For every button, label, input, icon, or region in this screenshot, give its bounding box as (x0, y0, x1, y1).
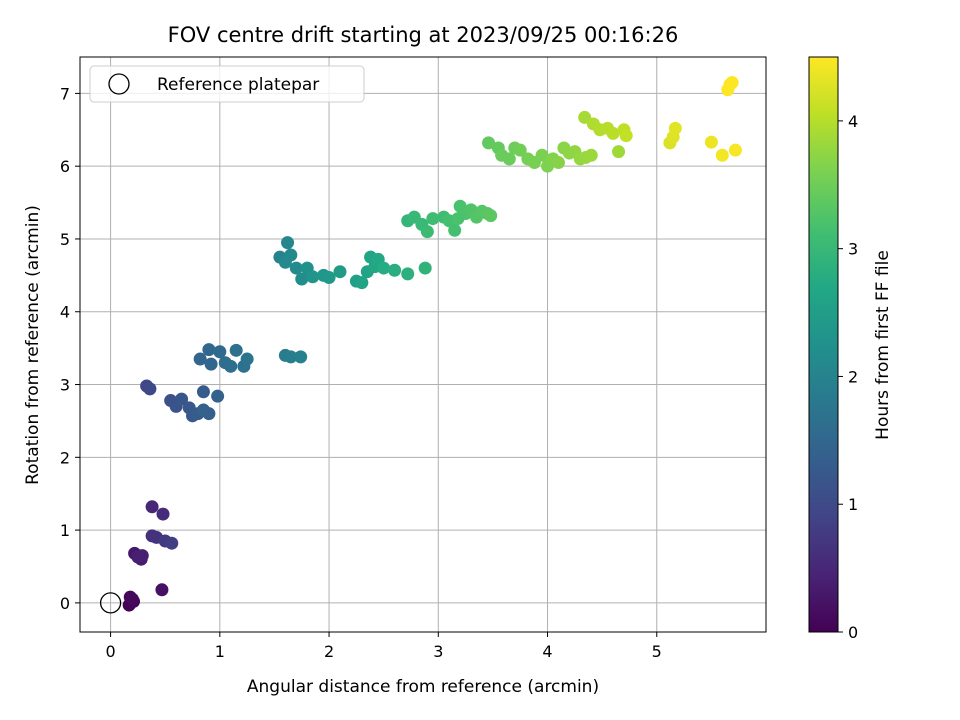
data-point (426, 212, 440, 226)
data-point (289, 261, 303, 275)
data-point (535, 148, 549, 162)
data-point (725, 75, 739, 89)
y-tick-label: 7 (60, 84, 70, 103)
data-point (355, 276, 369, 290)
data-point (125, 592, 139, 606)
data-point (193, 352, 207, 366)
chart-title: FOV centre drift starting at 2023/09/25 … (168, 23, 679, 47)
data-point (551, 156, 565, 170)
colorbar: 0 1 2 3 4 Hours from first FF file (808, 56, 893, 642)
data-point (131, 550, 145, 564)
y-axis-ticks: 0 1 2 3 4 5 6 7 (60, 84, 80, 613)
y-tick-label: 0 (60, 594, 70, 613)
legend-box (89, 65, 365, 103)
data-point (278, 255, 292, 269)
data-point (728, 143, 742, 157)
data-point (204, 357, 218, 371)
y-axis-label: Rotation from reference (arcmin) (23, 205, 43, 485)
colorbar-tick-label: 1 (848, 495, 858, 514)
data-point (196, 403, 210, 417)
data-point (229, 343, 243, 357)
colorbar-ticks: 0 1 2 3 4 (838, 112, 858, 642)
data-point (606, 126, 620, 140)
grid (80, 57, 766, 632)
data-point (281, 236, 295, 250)
data-point (612, 145, 626, 159)
legend: Reference platepar (89, 65, 365, 103)
data-point (211, 389, 225, 403)
data-point (202, 343, 216, 357)
data-point (196, 385, 210, 399)
colorbar-gradient (808, 56, 839, 633)
data-point (224, 359, 238, 373)
data-point (155, 583, 169, 597)
data-point (165, 536, 179, 550)
y-tick-label: 3 (60, 376, 70, 395)
x-tick-label: 4 (542, 642, 552, 661)
data-point (240, 352, 254, 366)
x-tick-label: 0 (105, 642, 115, 661)
data-point (333, 265, 347, 279)
data-point (175, 392, 189, 406)
data-point (619, 129, 633, 143)
x-tick-label: 5 (652, 642, 662, 661)
data-point (502, 152, 516, 166)
colorbar-tick-label: 2 (848, 367, 858, 386)
y-tick-label: 2 (60, 448, 70, 467)
data-point (388, 263, 402, 277)
plot-frame (79, 56, 767, 633)
data-point (482, 136, 496, 150)
data-point (145, 500, 159, 514)
data-point (284, 350, 298, 364)
y-tick-label: 4 (60, 303, 70, 322)
data-point (715, 148, 729, 162)
data-point (143, 382, 157, 396)
data-point (668, 121, 682, 135)
legend-marker-open-circle (108, 73, 130, 95)
colorbar-tick-label: 0 (848, 623, 858, 642)
data-point (377, 261, 391, 275)
x-tick-label: 1 (215, 642, 225, 661)
data-point (295, 272, 309, 286)
data-point (156, 507, 170, 521)
data-point (451, 212, 465, 226)
data-point (213, 345, 227, 359)
y-tick-label: 5 (60, 230, 70, 249)
data-point (448, 223, 462, 237)
data-point (294, 350, 308, 364)
x-tick-label: 2 (324, 642, 334, 661)
y-tick-label: 1 (60, 521, 70, 540)
y-tick-label: 6 (60, 157, 70, 176)
data-point (420, 225, 434, 239)
data-points (99, 75, 742, 614)
x-axis-ticks: 0 1 2 3 4 5 (105, 632, 662, 661)
legend-entry-reference-platepar: Reference platepar (157, 75, 319, 95)
data-point (401, 267, 415, 281)
colorbar-tick-label: 4 (848, 112, 858, 131)
data-point (322, 271, 336, 285)
data-point (704, 135, 718, 149)
data-point (306, 270, 320, 284)
reference-point-marker (99, 592, 122, 614)
data-point (418, 261, 432, 275)
data-point (513, 143, 527, 157)
x-tick-label: 3 (433, 642, 443, 661)
colorbar-tick-label: 3 (848, 240, 858, 259)
data-point (584, 148, 598, 162)
data-point (484, 209, 498, 223)
colorbar-label: Hours from first FF file (873, 250, 893, 440)
x-axis-label: Angular distance from reference (arcmin) (247, 677, 599, 697)
